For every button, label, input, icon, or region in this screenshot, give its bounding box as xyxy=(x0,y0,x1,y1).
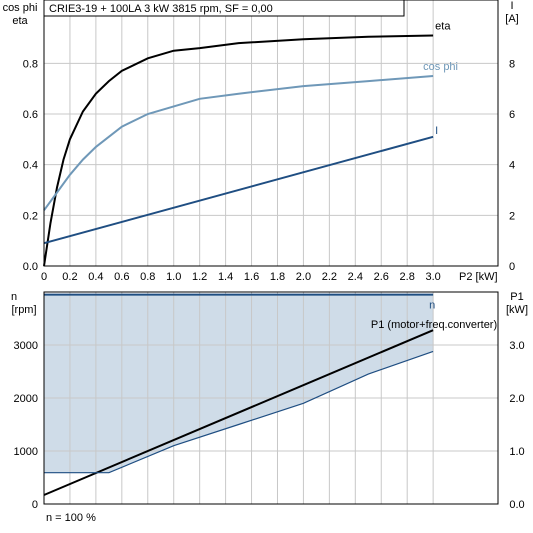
bottom-y-left-label-line1: n xyxy=(11,291,17,303)
top-y-left-tick-label: 0.0 xyxy=(23,261,38,273)
top-chart-frame xyxy=(43,0,499,267)
bottom-chart-frame xyxy=(43,291,499,505)
top-y-left-tick-label: 0.2 xyxy=(23,210,38,222)
top-y-left-tick-label: 0.6 xyxy=(23,109,38,121)
top-x-tick-label: 1.2 xyxy=(192,271,207,283)
bottom-chart-area xyxy=(44,294,434,473)
top-x-axis-label: P2 [kW] xyxy=(459,271,498,283)
bottom-chart-ticks: 0 1000 2000 3000 0.0 1.0 2.0 3.0 xyxy=(14,340,525,511)
bottom-y-left-tick-label: 1000 xyxy=(14,446,38,458)
top-x-tick-label: 0 xyxy=(41,271,47,283)
series-line-i xyxy=(43,135,434,245)
top-chart-series: eta cos phi I xyxy=(43,20,458,267)
top-x-tick-label: 2.4 xyxy=(348,271,363,283)
top-y-left-tick-label: 0.4 xyxy=(23,160,38,172)
top-x-tick-label: 1.0 xyxy=(166,271,181,283)
top-x-tick-label: 1.6 xyxy=(244,271,259,283)
bottom-y-left-tick-label: 2000 xyxy=(14,393,38,405)
bottom-y-right-tick-label: 1.0 xyxy=(509,446,524,458)
chart-title: CRIE3-19 + 100LA 3 kW 3815 rpm, SF = 0,0… xyxy=(49,3,273,15)
series-label-cos-phi: cos phi xyxy=(423,61,458,73)
bottom-y-right-tick-label: 3.0 xyxy=(509,340,524,352)
bottom-y-left-label-line2: [rpm] xyxy=(11,304,36,316)
top-x-tick-label: 0.4 xyxy=(88,271,103,283)
top-y-right-tick-label: 4 xyxy=(509,160,515,172)
top-chart-ticks: 0 0.2 0.4 0.6 0.8 1.0 1.2 1.4 1.6 1.8 2.0 2.2 2.4 2.6… xyxy=(23,58,515,283)
speed-range-area xyxy=(44,294,434,473)
top-x-tick-label: 1.8 xyxy=(270,271,285,283)
series-label-eta: eta xyxy=(435,20,451,32)
series-label-p1: P1 (motor+freq.converter) xyxy=(371,319,497,331)
top-y-right-tick-label: 0 xyxy=(509,261,515,273)
top-y-right-tick-label: 8 xyxy=(509,58,515,70)
top-x-tick-label: 2.0 xyxy=(296,271,311,283)
top-y-right-label-line2: [A] xyxy=(505,13,518,25)
top-y-left-label-line2: eta xyxy=(12,15,28,27)
top-x-tick-label: 0.8 xyxy=(140,271,155,283)
footnote: n = 100 % xyxy=(46,512,96,524)
bottom-y-left-tick-label: 0 xyxy=(32,499,38,511)
bottom-y-right-label-line1: P1 xyxy=(510,291,523,303)
bottom-chart-series: n P1 (motor+freq.converter) xyxy=(43,293,497,496)
top-x-tick-label: 1.4 xyxy=(218,271,233,283)
bottom-y-right-label-line2: [kW] xyxy=(506,304,528,316)
top-chart-grid xyxy=(44,0,498,266)
top-x-tick-label: 0.2 xyxy=(62,271,77,283)
top-y-left-label-line1: cos phi xyxy=(3,2,38,14)
top-x-tick-label: 0.6 xyxy=(114,271,129,283)
series-line-p1 xyxy=(43,329,434,496)
top-y-right-label-line1: I xyxy=(510,0,513,12)
top-x-tick-label: 2.8 xyxy=(400,271,415,283)
series-label-n: n xyxy=(429,300,435,312)
top-y-right-tick-label: 6 xyxy=(509,109,515,121)
top-x-tick-label: 2.2 xyxy=(322,271,337,283)
top-y-left-tick-label: 0.8 xyxy=(23,58,38,70)
bottom-y-right-tick-label: 2.0 xyxy=(509,393,524,405)
bottom-y-left-tick-label: 3000 xyxy=(14,340,38,352)
top-x-tick-label: 2.6 xyxy=(374,271,389,283)
top-y-right-tick-label: 2 xyxy=(509,210,515,222)
series-line-cos-phi xyxy=(43,75,434,211)
top-x-tick-label: 3.0 xyxy=(425,271,440,283)
series-line-eta xyxy=(43,34,434,267)
bottom-y-right-tick-label: 0.0 xyxy=(509,499,524,511)
series-line-lower-speed xyxy=(44,350,434,474)
series-label-i: I xyxy=(435,125,438,137)
title-box xyxy=(43,0,405,17)
